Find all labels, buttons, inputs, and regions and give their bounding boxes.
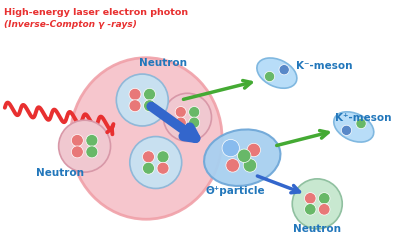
Circle shape xyxy=(116,75,168,127)
Circle shape xyxy=(129,100,141,112)
Circle shape xyxy=(226,159,239,172)
Circle shape xyxy=(279,65,289,76)
Circle shape xyxy=(318,193,330,204)
Text: K⁻-meson: K⁻-meson xyxy=(296,60,352,70)
Circle shape xyxy=(144,89,156,101)
Circle shape xyxy=(86,135,98,147)
Circle shape xyxy=(222,140,239,157)
Ellipse shape xyxy=(70,58,222,219)
Text: Neutron: Neutron xyxy=(140,57,188,68)
Text: K⁺-meson: K⁺-meson xyxy=(334,112,391,122)
Circle shape xyxy=(356,119,366,129)
Circle shape xyxy=(175,118,186,129)
Circle shape xyxy=(129,89,141,101)
Text: High-energy laser electron photon: High-energy laser electron photon xyxy=(4,8,188,17)
Circle shape xyxy=(243,159,257,172)
Circle shape xyxy=(142,163,154,174)
Circle shape xyxy=(157,151,169,163)
Circle shape xyxy=(238,149,251,163)
Text: (Inverse-Compton γ -rays): (Inverse-Compton γ -rays) xyxy=(4,20,137,29)
Ellipse shape xyxy=(257,59,297,89)
Circle shape xyxy=(318,204,330,215)
Circle shape xyxy=(130,137,182,189)
Circle shape xyxy=(142,151,154,163)
Text: Neutron: Neutron xyxy=(36,168,84,178)
Circle shape xyxy=(164,94,212,142)
Circle shape xyxy=(264,72,275,82)
Text: Neutron: Neutron xyxy=(293,223,341,233)
Circle shape xyxy=(71,135,83,147)
Circle shape xyxy=(304,204,316,215)
Circle shape xyxy=(144,100,156,112)
Circle shape xyxy=(157,163,169,174)
Circle shape xyxy=(59,121,110,172)
Circle shape xyxy=(189,107,200,118)
Circle shape xyxy=(86,146,98,158)
Ellipse shape xyxy=(204,130,280,186)
Circle shape xyxy=(247,144,260,157)
Circle shape xyxy=(292,179,342,229)
Circle shape xyxy=(189,118,200,129)
Circle shape xyxy=(175,107,186,118)
Circle shape xyxy=(304,193,316,204)
Text: Θ⁺particle: Θ⁺particle xyxy=(206,185,265,195)
Ellipse shape xyxy=(334,112,374,142)
Circle shape xyxy=(71,146,83,158)
Circle shape xyxy=(341,126,352,136)
